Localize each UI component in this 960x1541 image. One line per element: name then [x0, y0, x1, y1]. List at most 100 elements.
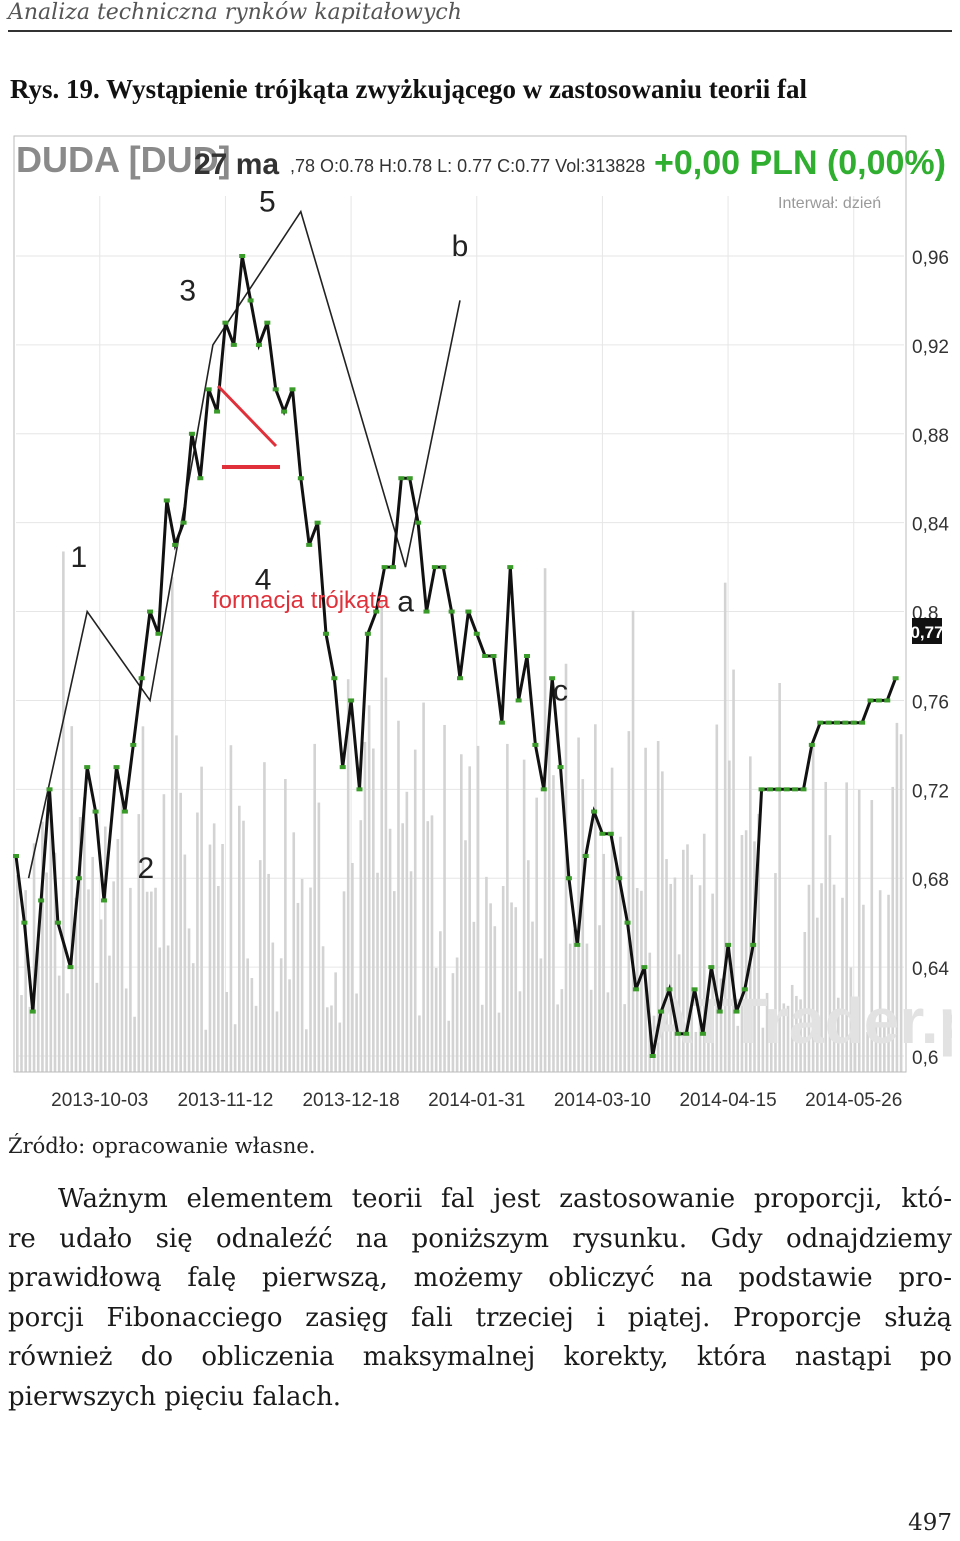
volume-bar	[514, 907, 518, 1072]
volume-bar	[568, 943, 572, 1072]
volume-bar	[57, 975, 61, 1072]
volume-bar	[66, 993, 69, 1072]
volume-bar	[116, 839, 120, 1072]
volume-bar	[460, 754, 463, 1072]
volume-bar	[158, 947, 162, 1072]
price-marker	[348, 698, 355, 703]
price-marker	[892, 676, 899, 681]
price-marker	[113, 765, 120, 770]
price-marker	[155, 631, 162, 636]
volume-bar	[53, 852, 57, 1072]
price-marker	[741, 987, 748, 992]
volume-bar	[816, 917, 819, 1072]
price-marker	[465, 609, 472, 614]
volume-bar	[581, 779, 585, 1072]
volume-bar	[711, 893, 714, 1072]
volume-bar	[334, 972, 337, 1072]
volume-bar	[769, 1013, 773, 1072]
volume-bar	[627, 731, 631, 1072]
price-marker	[373, 609, 380, 614]
volume-bar	[874, 1022, 878, 1072]
volume-bar	[485, 876, 488, 1072]
volume-bar	[836, 997, 840, 1072]
volume-bar	[862, 904, 865, 1072]
body-line-5: również do obliczenia maksymalnej korekt…	[8, 1342, 952, 1372]
wave-label: 4	[255, 563, 272, 596]
volume-bar	[162, 794, 166, 1072]
volume-bar	[250, 978, 254, 1072]
price-marker	[658, 1009, 665, 1014]
volume-bar	[728, 760, 731, 1072]
volume-bar	[380, 600, 384, 1072]
volume-bar	[878, 890, 882, 1072]
volume-bar	[351, 862, 354, 1072]
volume-bar	[133, 1016, 136, 1072]
price-marker	[364, 631, 371, 636]
volume-bar	[20, 995, 23, 1072]
figure-title: Rys. 19. Wystąpienie trójkąta zwyżkujące…	[10, 74, 807, 104]
price-marker	[884, 698, 891, 703]
price-marker	[406, 476, 413, 481]
price-marker	[540, 787, 547, 792]
y-axis: 0,960,920,880,840,80,760,720,680,640,6	[912, 248, 949, 1069]
wave-labels: 1 2 3 4 5 a b c	[70, 186, 568, 886]
body-line-1: Ważnym elementem teorii fal jest zastoso…	[58, 1184, 952, 1214]
price-marker	[775, 787, 782, 792]
y-tick-label: 0,84	[912, 515, 949, 536]
price-marker	[632, 987, 639, 992]
volume-bar	[434, 967, 438, 1072]
volume-bar	[187, 928, 191, 1072]
wave-label: 3	[179, 274, 196, 307]
volume-bar	[183, 854, 187, 1072]
volume-bar	[497, 1012, 501, 1072]
volume-bar	[32, 843, 36, 1072]
volume-bar	[24, 890, 27, 1072]
price-marker	[92, 809, 99, 814]
volume-bar	[330, 1005, 333, 1072]
volume-bar	[451, 973, 455, 1072]
price-marker	[197, 476, 204, 481]
price-marker	[783, 787, 790, 792]
volume-bar	[573, 929, 576, 1072]
y-tick-label: 0,96	[912, 248, 949, 269]
price-marker	[67, 965, 74, 970]
price-marker	[21, 920, 28, 925]
volume-bar	[179, 792, 182, 1072]
volume-bar	[221, 844, 224, 1072]
volume-bars	[16, 551, 903, 1072]
volume-bar	[49, 816, 53, 1072]
price-marker	[574, 942, 581, 947]
x-tick-label: 2014-03-10	[554, 1090, 651, 1111]
price-marker	[121, 809, 128, 814]
volume-bar	[392, 891, 396, 1072]
price-marker	[440, 565, 447, 570]
volume-bar	[552, 775, 555, 1072]
volume-bar	[757, 813, 760, 1072]
ohlc-readout: ,78 O:0.78 H:0.78 L: 0.77 C:0.77 Vol:313…	[290, 156, 645, 176]
price-marker	[448, 609, 455, 614]
volume-bar	[455, 957, 459, 1072]
price-marker	[766, 787, 773, 792]
price-marker	[616, 876, 623, 881]
volume-bar	[346, 679, 350, 1072]
volume-bar	[108, 955, 111, 1072]
volume-bar	[397, 720, 400, 1072]
volume-bar	[124, 988, 128, 1072]
price-marker	[54, 920, 61, 925]
price-marker	[582, 854, 589, 858]
volume-bar	[506, 743, 509, 1072]
volume-bar	[288, 979, 291, 1072]
volume-bar	[790, 984, 794, 1072]
volume-bar	[723, 582, 727, 1072]
volume-bar	[225, 991, 229, 1072]
volume-bar	[284, 779, 287, 1072]
volume-bar	[300, 879, 304, 1072]
y-tick-label: 0,72	[912, 781, 949, 802]
volume-bar	[141, 726, 145, 1072]
volume-bar	[686, 844, 689, 1072]
volume-bar	[887, 894, 890, 1072]
price-marker	[13, 854, 19, 858]
volume-bar	[233, 1024, 237, 1072]
price-marker	[859, 720, 866, 725]
volume-bar	[761, 1027, 765, 1072]
